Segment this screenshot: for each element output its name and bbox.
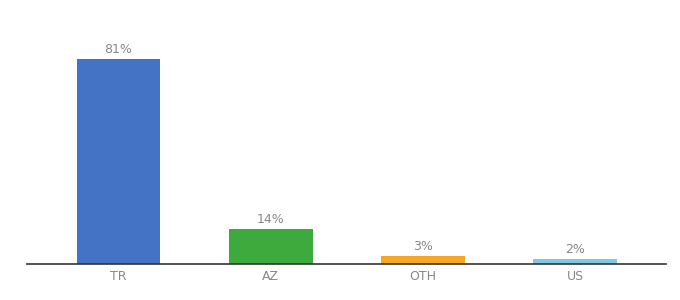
Bar: [229, 229, 313, 264]
Bar: [533, 259, 617, 264]
Text: 14%: 14%: [257, 213, 284, 226]
Bar: [381, 256, 464, 264]
Text: 81%: 81%: [105, 43, 133, 56]
Bar: [77, 59, 160, 264]
Text: 2%: 2%: [565, 243, 585, 256]
Text: 3%: 3%: [413, 240, 433, 254]
